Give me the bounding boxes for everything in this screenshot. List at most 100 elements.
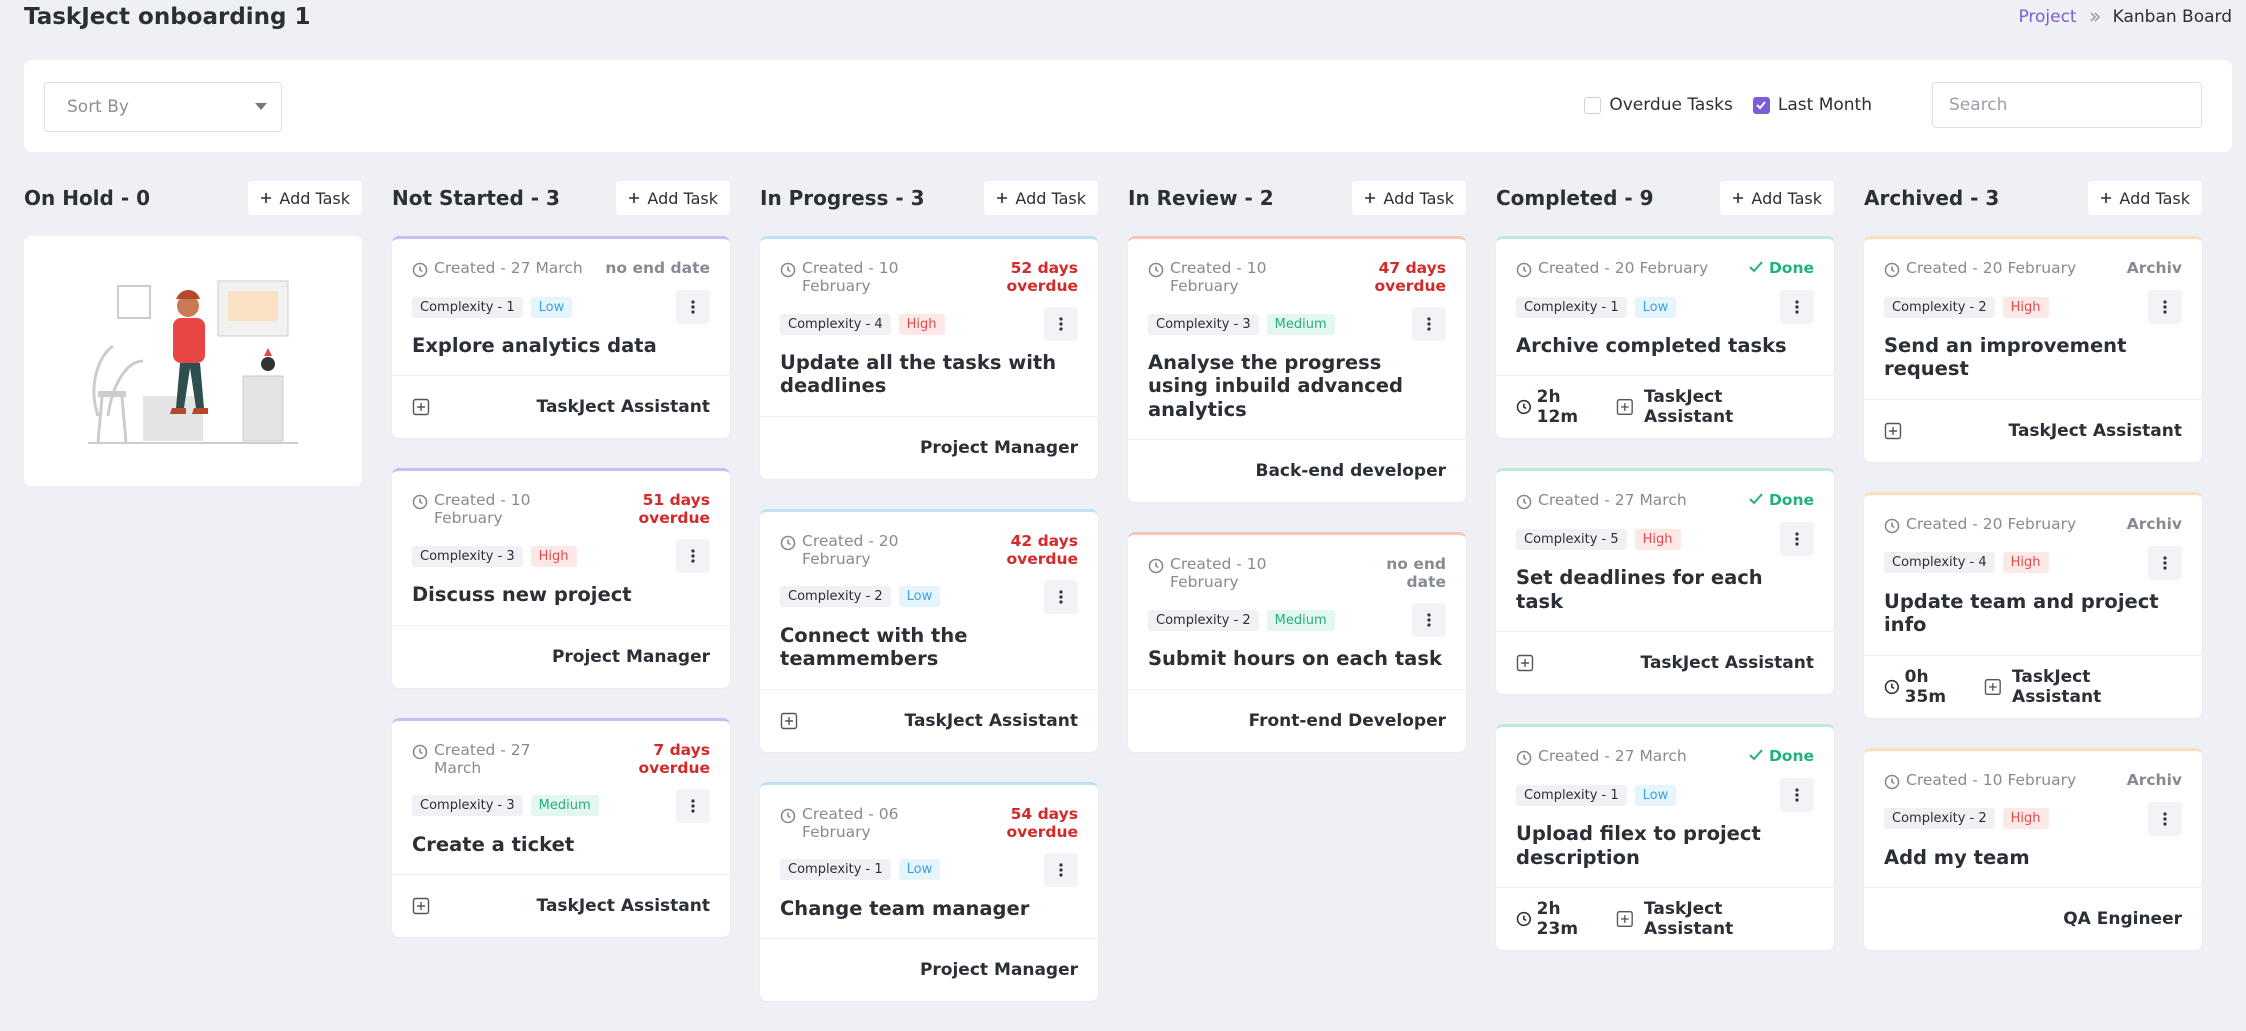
card-footer: 2h 23m TaskJect Assistant	[1496, 886, 1834, 950]
search-placeholder: Search	[1949, 95, 2008, 115]
task-card[interactable]: Created - 27 March Done Complexity - 5 High…	[1496, 468, 1834, 695]
add-task-button[interactable]: Add Task	[1352, 181, 1466, 215]
task-card[interactable]: Created - 10 February 47 days overdue Comp…	[1128, 236, 1466, 503]
kebab-icon	[691, 549, 695, 563]
menu-button[interactable]	[2148, 545, 2182, 580]
task-card[interactable]: Created - 20 February Archiv Complexity - …	[1864, 236, 2202, 462]
status: Done	[1748, 747, 1814, 766]
level-tag: Low	[530, 296, 573, 318]
kebab-icon	[1427, 317, 1431, 331]
created: Created - 10 February	[1148, 259, 1315, 295]
card-meta: Created - 27 March Done	[1516, 491, 1814, 510]
menu-button[interactable]	[676, 788, 710, 823]
task-title: Send an improvement request	[1884, 334, 2127, 381]
add-task-label: Add Task	[279, 188, 350, 208]
complexity-tag: Complexity - 4	[780, 313, 891, 335]
menu-button[interactable]	[2148, 290, 2182, 324]
add-task-label: Add Task	[1015, 188, 1086, 208]
task-card[interactable]: Created - 27 March 7 days overdue Complexi…	[392, 717, 730, 938]
menu-button[interactable]	[1044, 852, 1078, 887]
checkbox	[1752, 96, 1770, 114]
task-card[interactable]: Created - 20 February Archiv Complexity - …	[1864, 491, 2202, 718]
plus-icon	[261, 193, 272, 203]
status-text: 52 days overdue	[1006, 259, 1078, 295]
created: Created - 20 February	[1884, 259, 2076, 278]
task-card[interactable]: Created - 27 March no end date Complexity …	[392, 236, 730, 439]
card-meta: Created - 10 February no end date	[1148, 555, 1446, 591]
task-card[interactable]: Created - 06 February 54 days overdue Comp…	[760, 781, 1098, 1001]
card-body: Created - 27 March Done Complexity - 1 Low U…	[1496, 727, 1834, 887]
status: 51 days overdue	[585, 491, 710, 527]
clock-icon	[1884, 774, 1900, 789]
add-subtask-icon	[412, 399, 430, 416]
clock-icon	[1884, 679, 1899, 694]
assignee: TaskJect Assistant	[2008, 420, 2182, 441]
card-footer: TaskJect Assistant	[392, 375, 730, 438]
task-card[interactable]: Created - 27 March Done Complexity - 1 Low U…	[1496, 724, 1834, 950]
add-subtask-icon	[412, 897, 430, 915]
add-task-button[interactable]: Add Task	[984, 181, 1098, 215]
add-task-button[interactable]: Add Task	[616, 181, 730, 215]
dropdown-arrow	[255, 103, 267, 110]
menu-button[interactable]	[1044, 307, 1078, 341]
kebab-icon	[1795, 788, 1799, 802]
clock-icon	[1148, 262, 1164, 278]
add-task-button[interactable]: Add Task	[248, 181, 362, 215]
clock-icon	[412, 744, 428, 760]
status-text: Done	[1768, 491, 1814, 510]
check-icon	[1749, 493, 1763, 505]
clock-icon	[780, 262, 796, 278]
card-meta: Created - 10 February 51 days overdue	[412, 491, 710, 527]
task-title: Create a ticket	[412, 832, 575, 856]
breadcrumb: Project Kanban Board	[2018, 7, 2232, 27]
menu-button[interactable]	[676, 290, 710, 324]
card-footer: Front-end Developer	[1128, 688, 1466, 752]
level-tag: High	[1634, 528, 1681, 550]
task-card[interactable]: Created - 10 February 51 days overdue Comp…	[392, 468, 730, 688]
assignee: TaskJect Assistant	[1640, 653, 1814, 674]
breadcrumb-link[interactable]: Project	[2018, 7, 2077, 27]
level-tag: High	[2002, 552, 2049, 574]
menu-button[interactable]	[2148, 801, 2182, 836]
complexity-tag: Complexity - 2	[780, 586, 891, 608]
clock-icon	[1884, 518, 1900, 534]
tags: Complexity - 4 High	[780, 307, 1078, 341]
created-date: Created - 20 February	[802, 531, 899, 568]
check-icon	[1749, 261, 1763, 273]
task-card[interactable]: Created - 20 February Done Complexity - 1 L…	[1496, 236, 1834, 439]
menu-button[interactable]	[1412, 603, 1446, 638]
task-card[interactable]: Created - 10 February 52 days overdue Comp…	[760, 236, 1098, 479]
column-header: In Review - 2 Add Task	[1128, 180, 1466, 216]
menu-button[interactable]	[1044, 579, 1078, 614]
assignee: TaskJect Assistant	[1644, 387, 1734, 428]
column: On Hold - 0 Add Task	[24, 180, 362, 1031]
add-subtask-icon	[1617, 399, 1634, 416]
created: Created - 10 February	[412, 491, 579, 527]
card-footer: TaskJect Assistant	[1864, 398, 2202, 462]
sort-select[interactable]: Sort By	[44, 82, 282, 132]
card-footer: TaskJect Assistant	[760, 688, 1098, 752]
status-text: 42 days overdue	[1006, 531, 1078, 568]
add-task-label: Add Task	[1383, 188, 1454, 208]
add-task-button[interactable]: Add Task	[1720, 181, 1834, 215]
menu-button[interactable]	[1412, 307, 1446, 341]
column: Archived - 3 Add Task Created - 20 Februar…	[1864, 180, 2202, 1031]
task-card[interactable]: Created - 10 February Archiv Complexity - …	[1864, 747, 2202, 950]
filter-label: Overdue Tasks	[1609, 95, 1733, 115]
menu-button[interactable]	[1780, 778, 1814, 813]
search-input[interactable]: Search	[1932, 82, 2202, 128]
add-task-button[interactable]: Add Task	[2088, 181, 2202, 215]
menu-button[interactable]	[1780, 290, 1814, 324]
filter-checkbox[interactable]: Last Month	[1752, 95, 1872, 115]
filter-checkbox[interactable]: Overdue Tasks	[1584, 95, 1733, 115]
card-body: Created - 20 February Done Complexity - 1 L…	[1496, 239, 1834, 375]
status: 7 days overdue	[582, 741, 710, 777]
level-tag: High	[2002, 296, 2049, 318]
task-card[interactable]: Created - 20 February 42 days overdue Comp…	[760, 508, 1098, 752]
menu-button[interactable]	[1780, 522, 1814, 557]
level-tag: Low	[1634, 784, 1677, 806]
column: In Review - 2 Add Task Created - 10 Februa…	[1128, 180, 1466, 1031]
card-footer: 2h 12m TaskJect Assistant	[1496, 375, 1834, 438]
menu-button[interactable]	[676, 539, 710, 574]
task-card[interactable]: Created - 10 February no end date Complexi…	[1128, 532, 1466, 752]
